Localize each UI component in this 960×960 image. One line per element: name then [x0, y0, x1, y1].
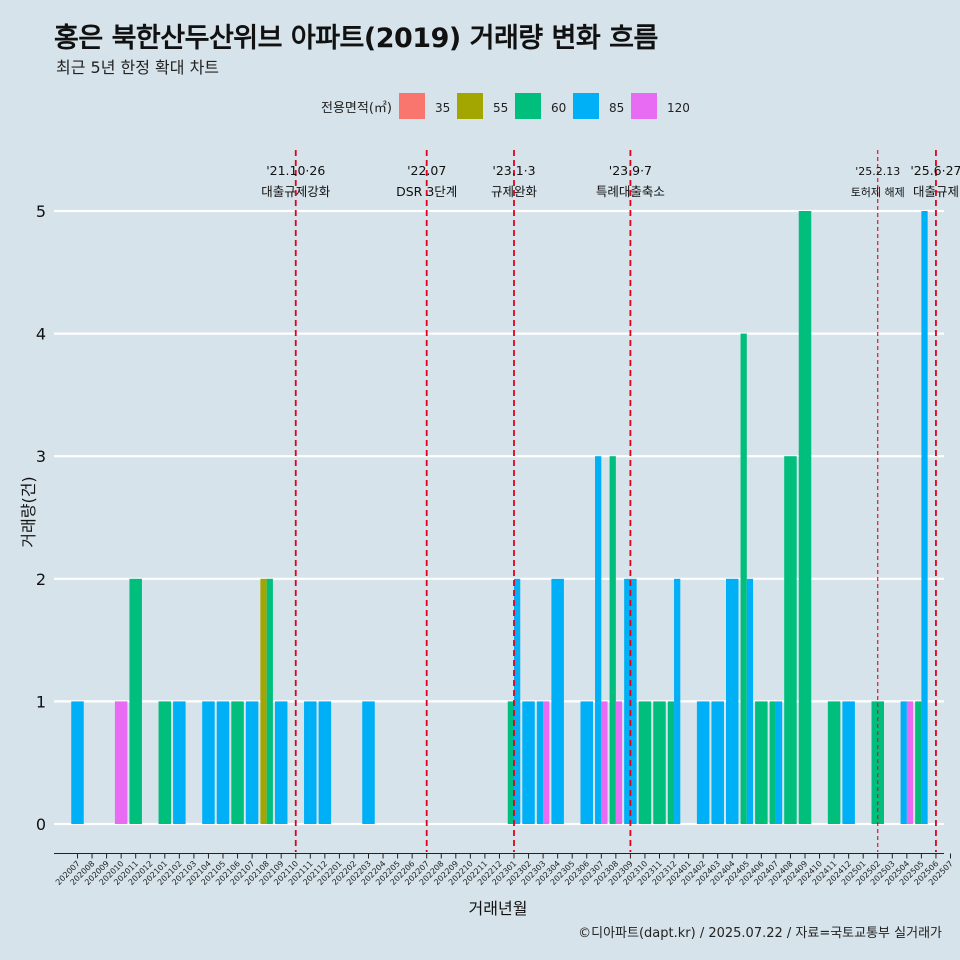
bar-202409-60 — [798, 211, 812, 824]
event-date-202502: '25.2.13 — [855, 165, 900, 178]
legend-swatch-85 — [573, 93, 599, 119]
x-axis-label: 거래년월 — [469, 899, 528, 918]
chart-subtitle: 최근 5년 한정 확대 차트 — [56, 58, 220, 77]
bar-202304-85 — [551, 578, 564, 824]
bar-202303-120 — [543, 701, 550, 824]
event-label-202506: 대출규제 — [913, 184, 959, 199]
bar-202310-60 — [638, 701, 652, 824]
bar-202007-85 — [71, 701, 84, 824]
bar-202404-85 — [726, 578, 739, 824]
bar-202308-120 — [615, 701, 623, 824]
bar-202011-60 — [129, 578, 142, 824]
bar-202108-55 — [260, 578, 267, 824]
bar-202111-85 — [304, 701, 317, 824]
bar-202105-85 — [216, 701, 230, 824]
bar-202402-85 — [696, 701, 710, 824]
y-tick-label-5: 5 — [36, 202, 46, 221]
bar-202109-85 — [274, 701, 288, 824]
bar-202312-60 — [667, 701, 675, 824]
event-date-202110: '21.10·26 — [266, 163, 325, 178]
legend-swatch-60 — [515, 93, 541, 119]
bar-202405-60 — [740, 333, 747, 824]
bar-202312-85 — [674, 578, 681, 824]
bar-202403-85 — [711, 701, 724, 824]
bar-202101-60 — [158, 701, 172, 824]
bar-202107-85 — [245, 701, 259, 824]
legend-label-55: 55 — [493, 101, 508, 115]
bar-202411-60 — [827, 701, 841, 824]
bar-202301-60 — [507, 701, 514, 824]
y-axis-label: 거래량(건) — [19, 476, 38, 547]
bar-202302-85 — [522, 701, 535, 824]
event-date-202309: '23.9·7 — [609, 163, 652, 178]
legend-label-60: 60 — [551, 101, 566, 115]
event-markers: '21.10·26 대출규제강화 '22.07 DSR 3단계 '23.1·3 규제완화 '… — [261, 150, 960, 852]
legend: 전용면적(㎡) 35 55 60 85 120 — [321, 93, 690, 119]
bar-202112-85 — [318, 701, 332, 824]
legend-swatch-55 — [457, 93, 483, 119]
bar-202505-85 — [921, 211, 928, 824]
bar-202301-85 — [514, 578, 521, 824]
legend-label-85: 85 — [609, 101, 624, 115]
event-label-202502: 토허제 해제 — [851, 185, 905, 199]
bar-202504-120 — [906, 701, 914, 824]
event-label-202309: 특례대출축소 — [596, 184, 665, 199]
source-caption: ©디아파트(dapt.kr) / 2025.07.22 / 자료=국토교통부 실… — [578, 926, 942, 941]
bar-202307-85 — [595, 456, 602, 824]
bar-202311-60 — [653, 701, 666, 824]
bar-202102-85 — [173, 701, 186, 824]
bar-202303-85 — [536, 701, 544, 824]
legend-swatch-35 — [399, 93, 425, 119]
bar-202104-85 — [202, 701, 215, 824]
y-tick-label-3: 3 — [36, 447, 46, 466]
bar-202405-85 — [746, 578, 754, 824]
y-tick-label-2: 2 — [36, 570, 46, 589]
event-label-202301: 규제완화 — [491, 184, 538, 199]
bar-202504-85 — [900, 701, 907, 824]
y-tick-label-4: 4 — [36, 325, 46, 344]
bar-202108-60 — [266, 578, 273, 824]
event-label-202207: DSR 3단계 — [396, 184, 457, 199]
bar-202412-85 — [842, 701, 855, 824]
legend-label-35: 35 — [435, 101, 450, 115]
bar-202106-60 — [231, 701, 244, 824]
event-label-202110: 대출규제강화 — [261, 184, 331, 199]
legend-swatch-120 — [631, 93, 657, 119]
bar-202407-60 — [769, 701, 776, 824]
bar-202306-85 — [580, 701, 593, 824]
y-tick-label-1: 1 — [36, 692, 46, 711]
legend-title: 전용면적(㎡) — [321, 101, 392, 116]
bar-202407-85 — [775, 701, 783, 824]
chart-title: 홍은 북한산두산위브 아파트(2019) 거래량 변화 흐름 — [54, 23, 658, 54]
bar-202406-60 — [755, 701, 768, 824]
bars — [71, 211, 928, 824]
legend-label-120: 120 — [667, 101, 690, 115]
bar-202203-85 — [362, 701, 375, 824]
bar-202505-60 — [915, 701, 922, 824]
bar-202308-60 — [609, 456, 616, 824]
event-date-202506: '25.6·27 — [910, 163, 960, 178]
bar-202307-120 — [601, 701, 608, 824]
bar-202408-60 — [784, 456, 797, 824]
event-date-202301: '23.1·3 — [492, 163, 535, 178]
bar-202010-120 — [114, 701, 128, 824]
y-tick-label-0: 0 — [36, 815, 46, 834]
event-date-202207: '22.07 — [407, 163, 446, 178]
